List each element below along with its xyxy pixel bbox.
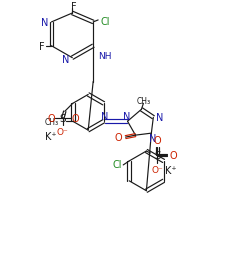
Text: CH₃: CH₃ bbox=[136, 97, 150, 105]
Text: N: N bbox=[41, 18, 48, 28]
Text: K⁺: K⁺ bbox=[45, 132, 57, 141]
Text: N: N bbox=[123, 112, 130, 122]
Text: CH₃: CH₃ bbox=[45, 117, 59, 126]
Text: F: F bbox=[71, 2, 77, 12]
Text: O: O bbox=[47, 114, 55, 124]
Text: O: O bbox=[72, 114, 79, 124]
Text: NH: NH bbox=[98, 52, 112, 61]
Text: O: O bbox=[169, 150, 177, 160]
Text: O⁻: O⁻ bbox=[151, 166, 163, 175]
Text: Cl: Cl bbox=[113, 159, 122, 169]
Text: S: S bbox=[59, 114, 66, 124]
Text: K⁺: K⁺ bbox=[165, 165, 177, 175]
Text: O: O bbox=[153, 136, 161, 146]
Text: S: S bbox=[154, 150, 161, 160]
Text: Cl: Cl bbox=[100, 17, 110, 27]
Text: O: O bbox=[115, 133, 122, 142]
Text: N: N bbox=[101, 112, 108, 122]
Text: O⁻: O⁻ bbox=[57, 127, 69, 136]
Text: N: N bbox=[156, 113, 163, 123]
Text: F: F bbox=[39, 42, 44, 52]
Text: N: N bbox=[62, 54, 69, 65]
Text: N: N bbox=[149, 134, 156, 144]
